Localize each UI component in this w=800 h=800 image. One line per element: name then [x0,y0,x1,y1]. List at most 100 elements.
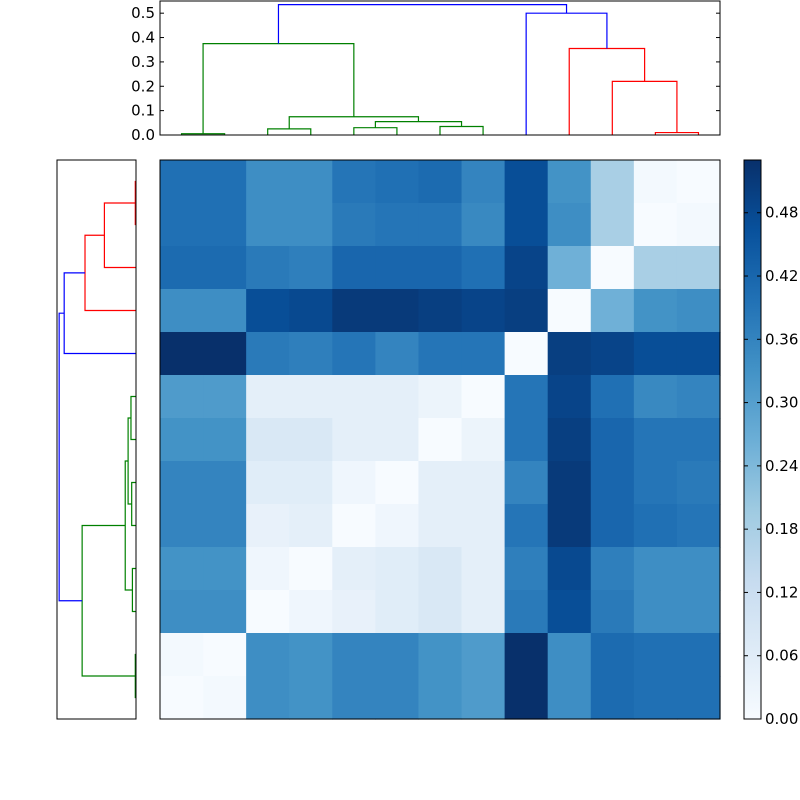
top-dendrogram-link [288,116,420,129]
left-dendrogram-frame [56,159,137,720]
heatmap-cell [289,676,333,720]
left-dendrogram-link [58,312,83,602]
heatmap-cell [203,547,247,591]
top-dendrogram-link [277,4,568,44]
heatmap-cell [246,461,290,505]
left-dendrogram-link [84,234,136,312]
heatmap-cell [504,289,549,333]
heatmap-cell [332,547,376,591]
heatmap-cell [504,418,549,462]
heatmap-cell [633,461,678,505]
top-dendrogram-link [439,125,484,135]
heatmap-cell [203,289,247,333]
heatmap-cell [418,676,463,720]
top-dendrogram-link [353,127,398,135]
heatmap-cell [375,461,420,505]
heatmap-cell [160,590,204,634]
top-dendrogram-tick-label: 0.2 [131,77,155,95]
heatmap-cell [332,461,376,505]
heatmap-cell [418,160,463,204]
heatmap-cell [332,633,376,677]
heatmap-cell [203,461,247,505]
heatmap-cell [633,160,678,204]
heatmap-cell [676,246,721,290]
heatmap-cell [160,332,204,376]
heatmap-cell [160,461,204,505]
heatmap-cell [246,633,290,677]
heatmap-cell [332,203,376,247]
colorbar [743,159,762,720]
heatmap-cell [375,332,420,376]
heatmap-cell [246,676,290,720]
heatmap-cell [547,547,592,591]
heatmap-cell [676,203,721,247]
heatmap-cell [418,418,463,462]
heatmap-cell [461,461,506,505]
heatmap-cell [461,633,506,677]
heatmap-cell [633,547,678,591]
heatmap-cell [160,418,204,462]
heatmap-cell [461,289,506,333]
heatmap-cell [547,418,592,462]
heatmap-cell [289,633,333,677]
colorbar-tick-label: 0.24 [765,457,798,475]
heatmap-matrix [160,160,721,720]
heatmap-cell [332,504,376,548]
heatmap-cell [590,504,635,548]
top-dendrogram-tick-label: 0.5 [131,4,155,22]
heatmap-cell [547,332,592,376]
heatmap-cell [590,633,635,677]
heatmap-cell [676,332,721,376]
heatmap-cell [375,246,420,290]
heatmap-cell [461,676,506,720]
heatmap-cell [633,504,678,548]
heatmap-cell [332,246,376,290]
top-dendrogram-tick-label: 0.4 [131,29,155,47]
heatmap-cell [676,418,721,462]
heatmap-cell [676,547,721,591]
heatmap-cell [160,633,204,677]
heatmap-cell [246,418,290,462]
heatmap-cell [246,289,290,333]
heatmap-cell [461,203,506,247]
heatmap-cell [160,160,204,204]
heatmap-cell [160,203,204,247]
heatmap-cell [332,332,376,376]
heatmap-cell [375,590,420,634]
colorbar-tick-label: 0.18 [765,520,798,538]
heatmap-cell [246,547,290,591]
heatmap-cell [203,590,247,634]
heatmap-cell [332,418,376,462]
heatmap-cell [590,547,635,591]
heatmap-cell [332,289,376,333]
heatmap-cell [289,332,333,376]
heatmap-cell [160,375,204,419]
heatmap-cell [633,375,678,419]
heatmap-cell [418,203,463,247]
left-dendrogram-link [103,202,136,269]
heatmap-cell [418,590,463,634]
heatmap-cell [461,332,506,376]
heatmap-cell [418,375,463,419]
heatmap-cell [418,289,463,333]
heatmap-cell [547,160,592,204]
heatmap-cell [504,590,549,634]
heatmap-cell [504,676,549,720]
heatmap-cell [203,418,247,462]
left-dendrogram-link [63,272,136,355]
top-dendrogram-link [611,80,678,135]
heatmap-cell [547,504,592,548]
colorbar-ticks: 0.00 0.06 0.12 0.18 0.24 0.30 0.36 0.42 0.48 [744,204,798,728]
colorbar-tick-label: 0.36 [765,330,798,348]
colorbar-tick-label: 0.30 [765,394,798,412]
heatmap-cell [289,375,333,419]
heatmap-cell [590,289,635,333]
heatmap-cell [203,375,247,419]
heatmap-cell [504,332,549,376]
colorbar-tick-label: 0.12 [765,583,798,601]
heatmap-cell [504,246,549,290]
heatmap-cell [375,547,420,591]
heatmap-cell [375,160,420,204]
heatmap-cell [504,160,549,204]
